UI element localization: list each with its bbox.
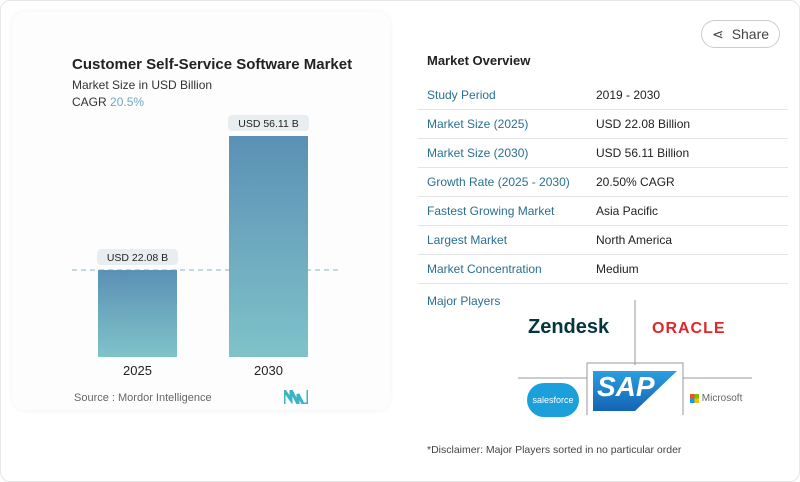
row-label: Market Size (2025) — [427, 117, 529, 131]
disclaimer: *Disclaimer: Major Players sorted in no … — [427, 444, 682, 456]
overview-row: Market Size (2025) USD 22.08 Billion — [418, 110, 788, 139]
overview-title: Market Overview — [427, 53, 531, 68]
row-label: Market Size (2030) — [427, 146, 529, 160]
overview-row: Market Concentration Medium — [418, 255, 788, 284]
major-players-label: Major Players — [427, 294, 501, 308]
row-label: Largest Market — [427, 233, 508, 247]
bar-2025 — [98, 270, 177, 357]
oracle-logo: ORACLE — [652, 320, 726, 337]
row-value: Medium — [596, 262, 639, 276]
chart-card — [12, 12, 390, 410]
row-value: Asia Pacific — [596, 204, 659, 218]
overview-row: Fastest Growing Market Asia Pacific — [418, 197, 788, 226]
row-label: Fastest Growing Market — [427, 204, 555, 218]
microsoft-logo: Microsoft — [690, 393, 742, 404]
row-label: Growth Rate (2025 - 2030) — [427, 175, 570, 189]
row-value: USD 56.11 Billion — [596, 146, 690, 160]
overview-row: Study Period 2019 - 2030 — [418, 81, 788, 110]
cagr-label: CAGR — [72, 95, 107, 109]
share-button[interactable]: ⋖ Share — [701, 20, 780, 48]
mordor-logo-icon — [284, 390, 308, 404]
row-value: North America — [596, 233, 673, 247]
row-value: 2019 - 2030 — [596, 88, 661, 102]
share-icon: ⋖ — [711, 25, 724, 42]
chart-title: Customer Self-Service Software Market — [72, 56, 353, 73]
data-label: USD 56.11 B — [238, 118, 299, 130]
row-value: USD 22.08 Billion — [596, 117, 691, 131]
data-label-bg — [228, 115, 309, 131]
overview-row: Market Size (2030) USD 56.11 Billion — [418, 139, 788, 168]
players-grid-lines — [518, 300, 752, 415]
data-label: USD 22.08 B — [107, 252, 168, 264]
cagr: CAGR 20.5% — [72, 95, 144, 109]
row-label: Study Period — [427, 88, 496, 102]
bar-2030 — [229, 136, 308, 357]
overview-row: Growth Rate (2025 - 2030) 20.50% CAGR — [418, 168, 788, 197]
cagr-value: 20.5% — [110, 95, 145, 109]
salesforce-logo: salesforce — [527, 383, 579, 417]
share-label: Share — [731, 26, 770, 42]
x-tick-label: 2025 — [123, 363, 152, 378]
row-value: 20.50% CAGR — [596, 175, 675, 189]
x-tick-label: 2030 — [254, 363, 283, 378]
row-label: Market Concentration — [427, 262, 542, 276]
microsoft-text: Microsoft — [701, 393, 743, 404]
data-label-bg — [97, 249, 178, 266]
source-text: Source : Mordor Intelligence — [74, 392, 212, 404]
microsoft-icon — [690, 393, 699, 403]
zendesk-logo: Zzendeskendesk — [528, 316, 610, 338]
bar-chart: USD 22.08 B 2025 USD 56.11 B 2030 — [72, 115, 338, 378]
overview-row: Largest Market North America — [418, 226, 788, 255]
chart-subtitle: Market Size in USD Billion — [72, 78, 213, 92]
